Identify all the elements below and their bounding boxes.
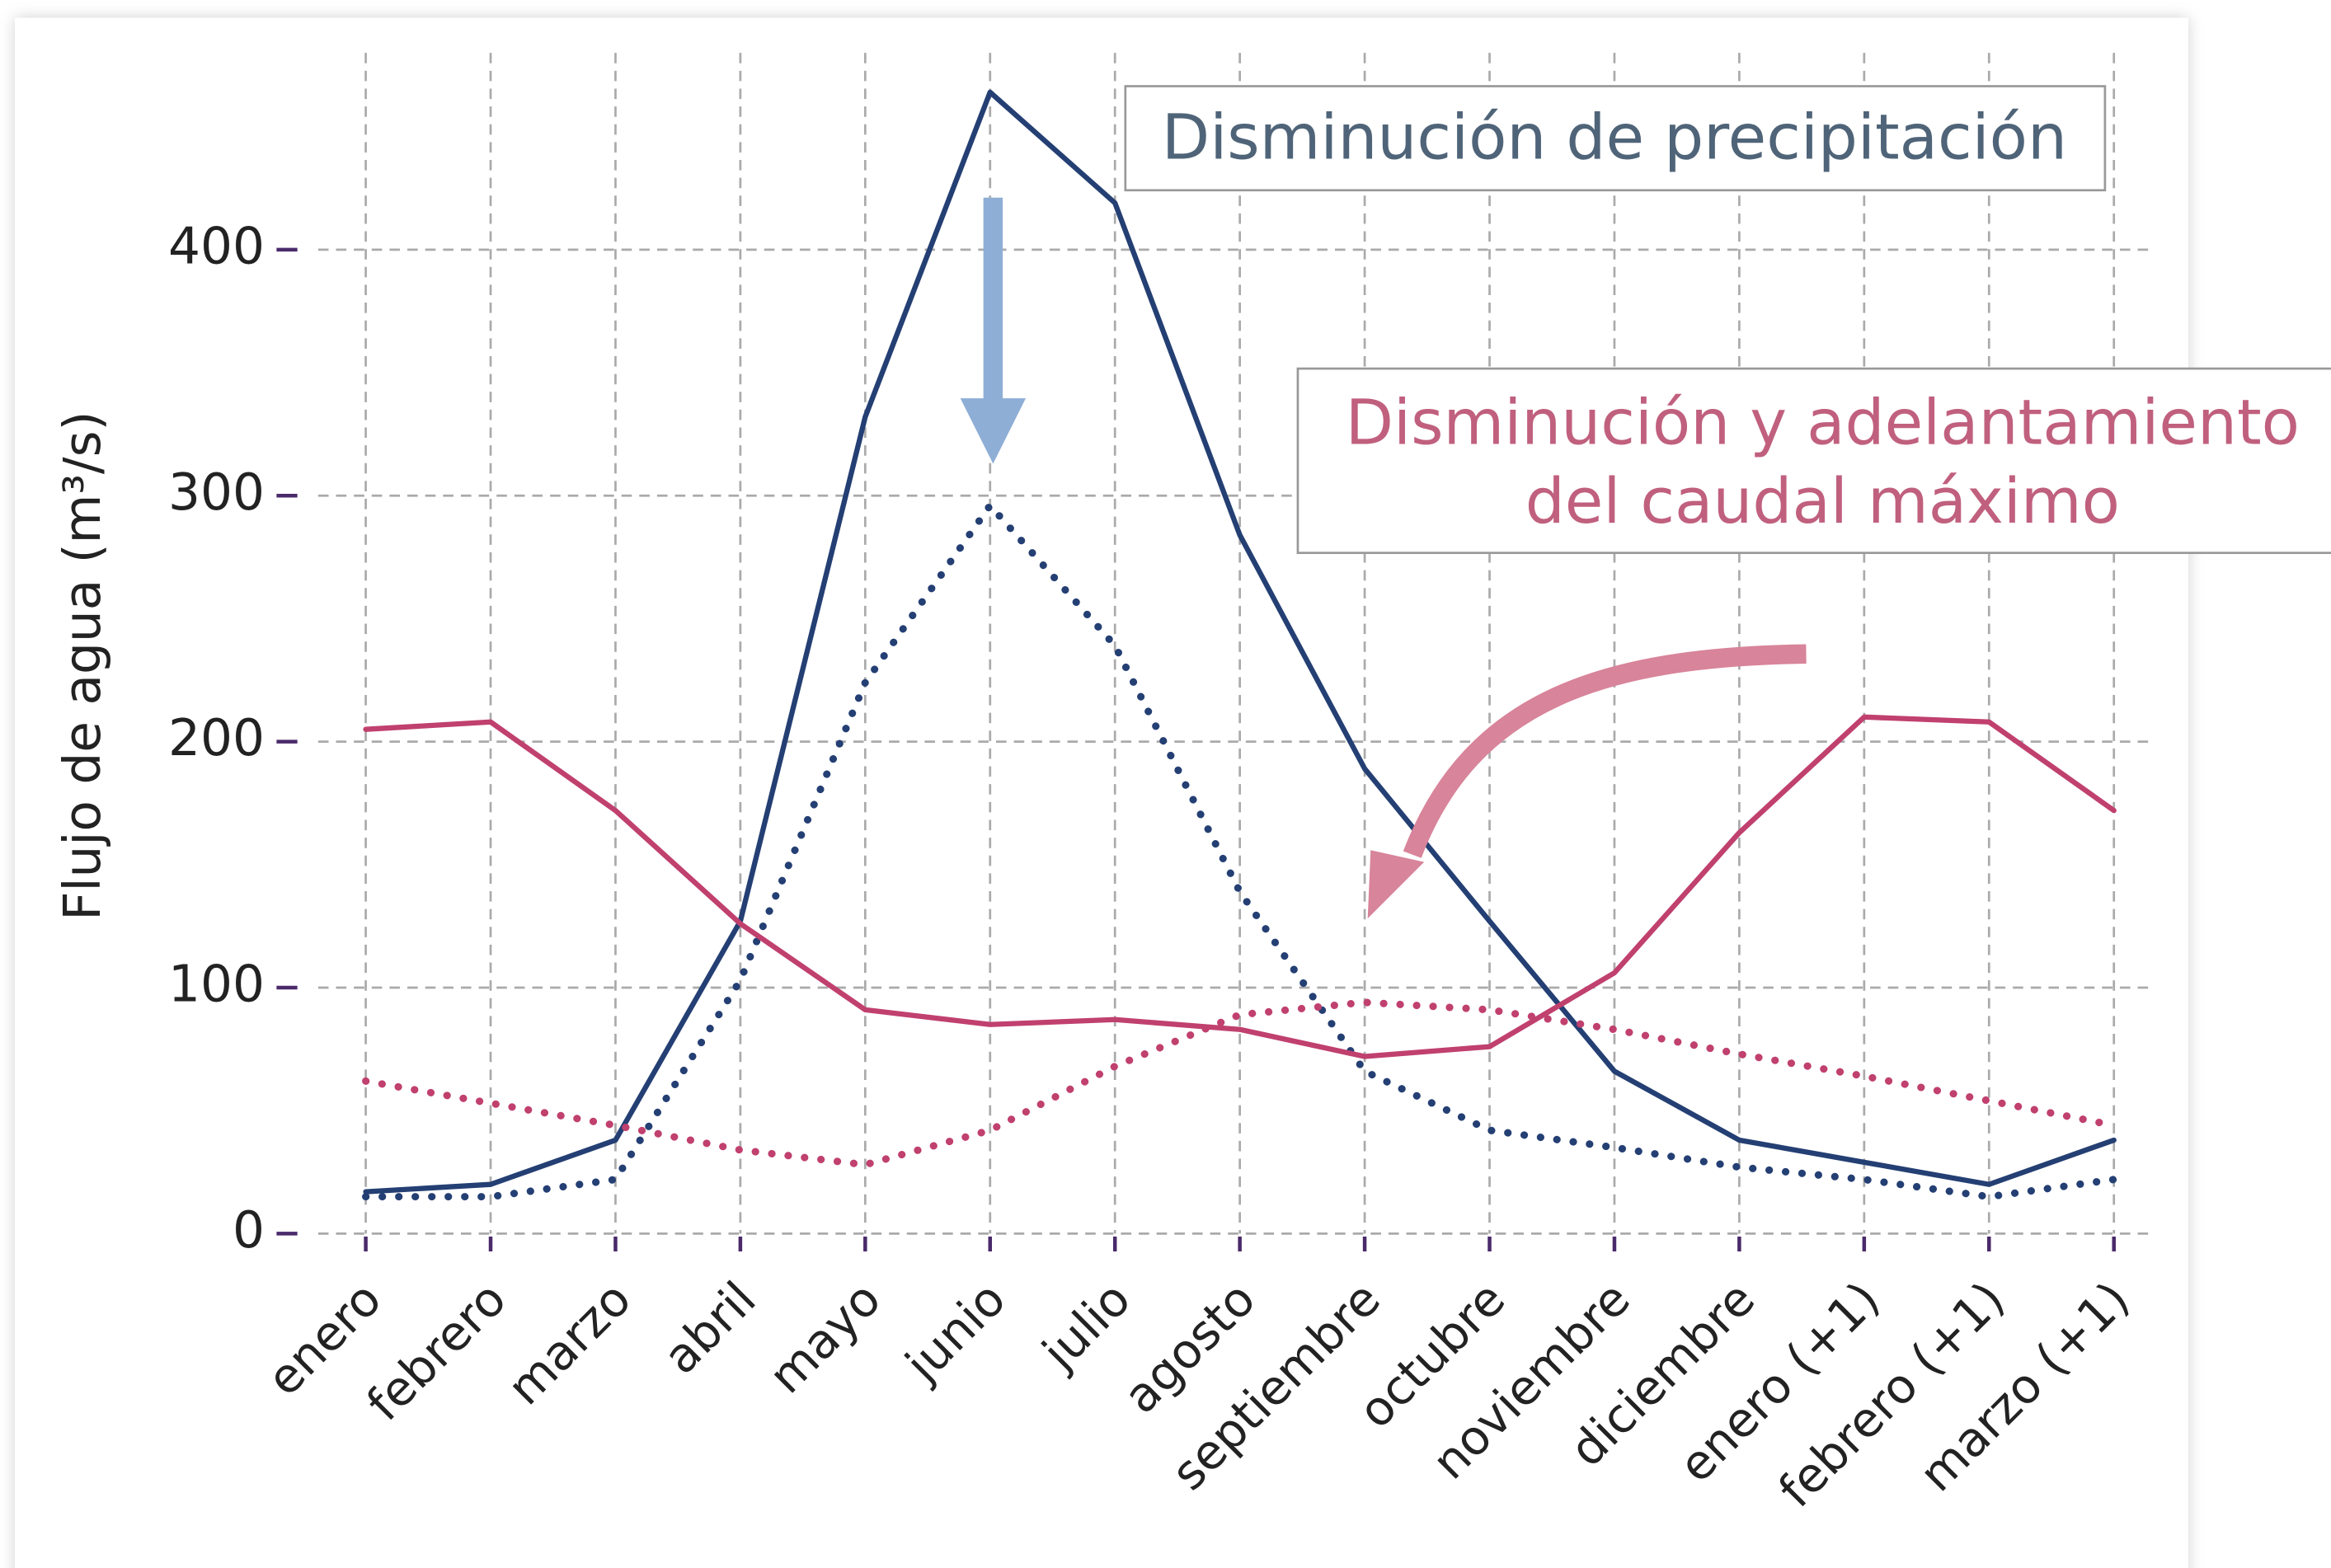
annotation-text: Disminución y adelantamiento: [1346, 386, 2300, 458]
annotation-box: [1124, 85, 2107, 192]
annotation-box: [1296, 367, 2331, 555]
lines: [362, 89, 2118, 1201]
series-line: [363, 89, 2117, 1195]
arrow-curve: [1403, 644, 1807, 858]
card: [15, 17, 2188, 1568]
y-tick-label: 300: [168, 463, 265, 522]
y-axis-label: Flujo de agua (m³/s): [54, 411, 112, 921]
series-line: [363, 714, 2117, 1059]
annotation-text: Disminución de precipitación: [1162, 101, 2067, 173]
annotations: Disminución de precipitación Disminución …: [1162, 101, 2300, 538]
annotation-text: del caudal máximo: [1525, 465, 2120, 538]
arrow-head: [1367, 850, 1425, 919]
series-line: [362, 501, 2118, 1201]
series-line: [362, 998, 2118, 1169]
y-tick-label: 400: [168, 217, 265, 275]
y-tick-label: 200: [168, 709, 265, 768]
y-tick-label: 100: [168, 955, 265, 1014]
arrow-head: [960, 398, 1027, 464]
y-tick-label: 0: [233, 1201, 265, 1260]
